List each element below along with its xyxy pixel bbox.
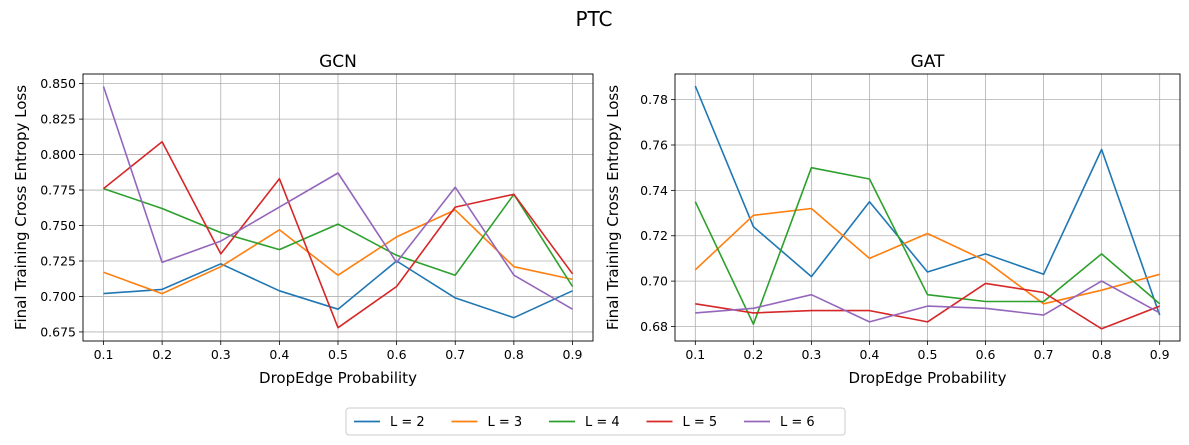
x-tick-label: 0.8 <box>1092 347 1112 362</box>
x-tick-label: 0.1 <box>685 347 705 362</box>
legend-label: L = 3 <box>488 415 523 430</box>
x-tick-label: 0.2 <box>743 347 763 362</box>
x-tick-label: 0.2 <box>152 347 172 362</box>
x-axis-label: DropEdge Probability <box>849 369 1007 387</box>
series-line-l3 <box>103 209 573 295</box>
y-axis-label: Final Training Cross Entropy Loss <box>604 85 622 330</box>
legend-frame <box>345 407 846 436</box>
x-tick-label: 0.4 <box>860 347 880 362</box>
x-tick-label: 0.3 <box>801 347 821 362</box>
y-tick-label: 0.775 <box>40 183 76 198</box>
series-line-l4 <box>694 166 1161 326</box>
x-tick-label: 0.3 <box>211 347 231 362</box>
x-tick-label: 0.9 <box>1150 347 1170 362</box>
legend-label: L = 5 <box>683 415 718 430</box>
series-line-l5 <box>695 282 1160 330</box>
y-tick-label: 0.850 <box>40 76 76 91</box>
y-tick-label: 0.74 <box>640 183 668 198</box>
series-line-l5 <box>103 141 574 329</box>
y-tick-label: 0.70 <box>640 274 668 289</box>
series-line-l6 <box>695 280 1161 323</box>
legend-label: L = 4 <box>585 415 620 430</box>
panel-title: GCN <box>319 52 357 72</box>
y-axis-label: Final Training Cross Entropy Loss <box>12 85 30 330</box>
x-tick-label: 0.6 <box>976 347 996 362</box>
panel-title: GAT <box>911 52 945 72</box>
legend-label: L = 6 <box>780 415 815 430</box>
series-line-l3 <box>694 207 1160 305</box>
legend: L = 2 L = 3 L = 4 L = 5 L = 6 <box>345 407 846 436</box>
panel-gcn: 0.1 0.2 0.3 0.4 0.5 0.6 0.7 0.8 0.9 0.675 0.700 0.7… <box>12 52 594 387</box>
series-line-l2 <box>694 85 1161 316</box>
x-tick-label: 0.7 <box>1034 347 1054 362</box>
x-tick-label: 0.9 <box>563 347 583 362</box>
y-tick-label: 0.825 <box>40 112 76 127</box>
y-tick-label: 0.725 <box>40 253 76 268</box>
y-tick-label: 0.750 <box>40 218 76 233</box>
y-tick-label: 0.800 <box>40 147 76 162</box>
x-tick-label: 0.6 <box>387 347 407 362</box>
figure-title: PTC <box>575 7 612 31</box>
series-line-l4 <box>103 187 574 287</box>
x-tick-label: 0.5 <box>328 347 348 362</box>
x-tick-label: 0.5 <box>918 347 938 362</box>
y-tick-label: 0.76 <box>640 138 668 153</box>
y-tick-label: 0.675 <box>40 324 76 339</box>
x-tick-label: 0.4 <box>269 347 289 362</box>
series-line-l2 <box>103 260 573 319</box>
y-tick-label: 0.78 <box>640 92 668 107</box>
y-tick-label: 0.72 <box>640 228 668 243</box>
x-tick-label: 0.7 <box>445 347 465 362</box>
x-tick-label: 0.1 <box>94 347 114 362</box>
y-tick-label: 0.68 <box>640 319 668 334</box>
x-tick-label: 0.8 <box>504 347 524 362</box>
panel-gat: 0.1 0.2 0.3 0.4 0.5 0.6 0.7 0.8 0.9 0.68 0.70 0.72 0… <box>604 52 1181 387</box>
x-axis-label: DropEdge Probability <box>259 369 417 387</box>
series-line-l6 <box>102 86 573 310</box>
y-tick-label: 0.700 <box>40 289 76 304</box>
legend-label: L = 2 <box>390 415 425 430</box>
